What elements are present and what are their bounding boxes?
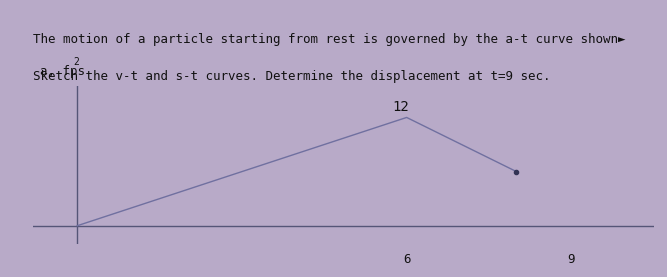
Text: 12: 12 (393, 100, 410, 114)
Text: The motion of a particle starting from rest is governed by the a-t curve shown►: The motion of a particle starting from r… (33, 33, 626, 46)
Text: Sketch the v-t and s-t curves. Determine the displacement at t=9 sec.: Sketch the v-t and s-t curves. Determine… (33, 70, 551, 83)
Text: a, fps: a, fps (39, 65, 85, 78)
Text: 2: 2 (73, 57, 79, 67)
